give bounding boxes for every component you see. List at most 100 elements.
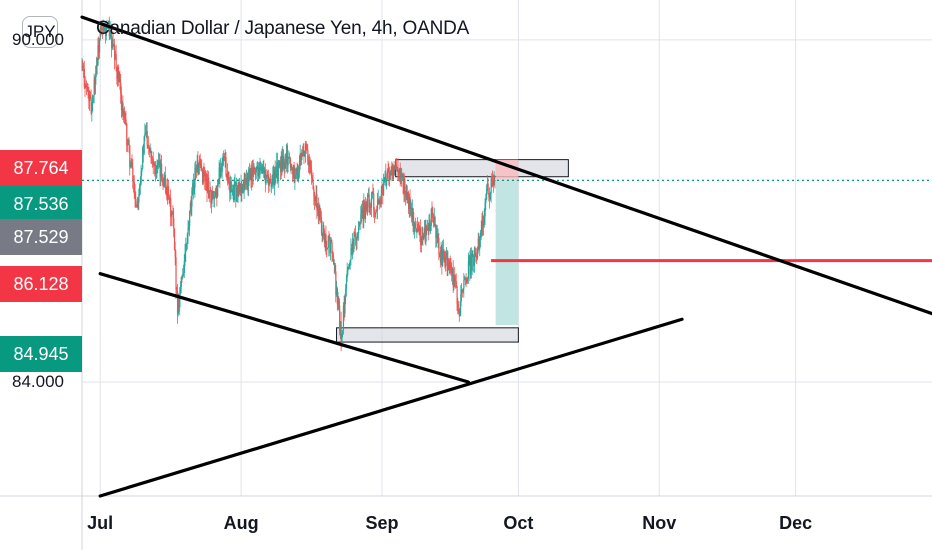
candle xyxy=(420,219,422,253)
candle xyxy=(385,163,387,187)
candle xyxy=(86,80,88,96)
candle xyxy=(401,172,404,181)
candle xyxy=(433,213,435,228)
candle xyxy=(239,178,241,196)
candle xyxy=(274,160,276,186)
candle xyxy=(398,168,401,182)
candle xyxy=(226,173,228,181)
candle xyxy=(331,239,333,262)
candle xyxy=(464,275,466,281)
candle xyxy=(428,214,430,236)
candle xyxy=(362,199,364,229)
candle xyxy=(226,163,229,186)
candle xyxy=(114,50,117,61)
candle xyxy=(264,166,266,181)
candle xyxy=(465,273,467,288)
candle xyxy=(308,154,310,174)
candle xyxy=(334,262,336,275)
candle xyxy=(378,198,380,205)
candle xyxy=(380,185,382,208)
candle xyxy=(131,154,133,169)
candle xyxy=(163,177,165,188)
candle xyxy=(436,225,439,244)
candle xyxy=(422,227,424,246)
candle xyxy=(339,298,341,336)
candle xyxy=(316,185,318,220)
candle xyxy=(109,32,111,40)
candle xyxy=(466,277,468,284)
candle xyxy=(222,153,224,166)
candle xyxy=(307,144,309,166)
candle xyxy=(201,168,204,185)
candle xyxy=(257,160,259,183)
candle xyxy=(354,225,357,246)
candle xyxy=(485,193,487,211)
candle xyxy=(429,213,431,232)
candle xyxy=(172,205,174,227)
candle xyxy=(160,159,162,187)
candle xyxy=(415,221,417,233)
candle xyxy=(442,240,444,267)
candle xyxy=(241,180,243,202)
candle xyxy=(184,243,186,267)
candle xyxy=(98,36,100,61)
candle xyxy=(122,95,124,121)
candle xyxy=(200,158,202,171)
candle xyxy=(329,236,332,261)
candle xyxy=(81,57,83,72)
currency-button[interactable]: JPY xyxy=(22,16,58,48)
candle xyxy=(355,237,357,251)
candle xyxy=(151,156,154,168)
candle xyxy=(254,166,256,175)
candle xyxy=(237,178,239,203)
candle xyxy=(267,169,270,194)
candle xyxy=(389,170,392,180)
candle xyxy=(120,86,123,118)
candle xyxy=(125,110,127,127)
candle xyxy=(386,168,389,181)
candle xyxy=(492,174,495,193)
candle xyxy=(114,38,116,70)
candle xyxy=(494,175,496,189)
candle xyxy=(412,207,414,233)
candle xyxy=(325,225,327,255)
candle xyxy=(375,209,377,220)
candle xyxy=(219,162,221,188)
candle xyxy=(319,204,321,221)
candle xyxy=(404,190,407,206)
candle xyxy=(256,162,258,170)
candle xyxy=(408,190,410,214)
candle xyxy=(250,164,252,188)
candle xyxy=(198,162,200,175)
candle xyxy=(93,73,95,104)
candle xyxy=(153,161,155,167)
candle xyxy=(489,187,491,209)
price-tag: 87.529 xyxy=(0,219,82,255)
candle xyxy=(359,221,361,225)
candle xyxy=(139,183,141,197)
candle xyxy=(435,223,437,248)
candle xyxy=(292,164,295,179)
candle xyxy=(271,174,273,190)
candle xyxy=(189,210,191,237)
candle xyxy=(364,199,366,219)
y-tick-label: 90.000 xyxy=(12,29,64,49)
candle xyxy=(490,175,492,203)
candle xyxy=(217,178,220,187)
candle xyxy=(229,175,232,200)
candle xyxy=(443,249,445,263)
candle xyxy=(86,82,89,93)
candle xyxy=(192,173,195,200)
candle xyxy=(221,157,223,179)
candle xyxy=(126,122,128,153)
candle xyxy=(112,31,114,47)
x-tick-label: Aug xyxy=(223,513,259,533)
candle xyxy=(214,187,217,198)
candle xyxy=(426,224,428,236)
candle xyxy=(461,289,464,298)
candle xyxy=(232,184,234,196)
candle xyxy=(154,161,157,182)
candle xyxy=(225,152,227,177)
candle xyxy=(474,246,476,257)
